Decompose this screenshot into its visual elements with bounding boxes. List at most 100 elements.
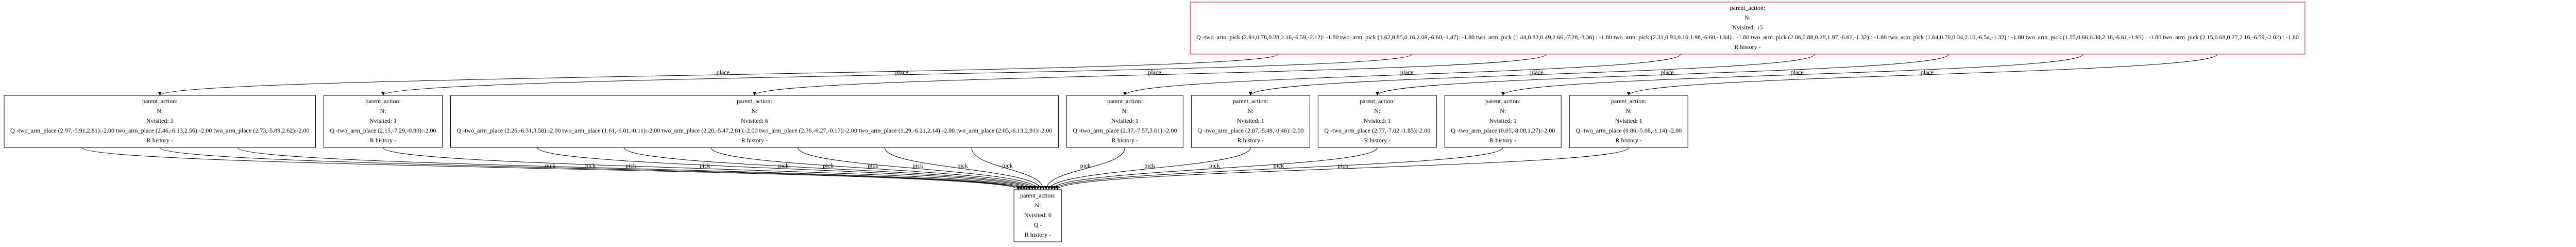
node-text: Nvisited: 6 (741, 117, 768, 124)
edge-label: pick (625, 162, 636, 169)
nodes: parent_action: N: Nvisited: 15 Q -two_arm_p… (4, 2, 2306, 242)
q-values: Q -two_arm_place (2.26,-6.31,3.58):-2.00… (456, 127, 1052, 134)
edge-label: place (1530, 69, 1543, 76)
edge-label: place (1660, 69, 1673, 76)
node-text: R history - (1238, 137, 1264, 144)
edge (158, 54, 1278, 96)
edge (1053, 147, 1503, 190)
node-text: N: (157, 107, 163, 114)
node-text: N: (1625, 107, 1632, 114)
edge (971, 147, 1045, 190)
edge-label: place (895, 69, 908, 76)
edge-label: pick (778, 162, 789, 169)
q-values: Q -two_arm_place (2.15,-7.29,-0.90):-2.0… (330, 127, 436, 134)
edge-label: pick (700, 162, 710, 169)
edge (537, 147, 1031, 190)
node-box (1317, 95, 1437, 148)
edge (383, 147, 1029, 190)
edge (753, 54, 1547, 96)
node-text: Nvisited: 1 (1615, 117, 1642, 124)
edge-label: pick (1274, 162, 1284, 169)
node-box (1013, 189, 1062, 242)
node: parent_action: N: Nvisited: 1 Q -two_arm_pl… (1191, 95, 1310, 148)
edge (1123, 54, 1681, 96)
edge-label: pick (545, 162, 556, 169)
node-text: R history - (1734, 43, 1760, 51)
edge-label: place (717, 69, 730, 76)
edge-label: pick (585, 162, 596, 169)
edge-label: place (1921, 69, 1934, 76)
node-text: parent_action: (1233, 97, 1268, 105)
node: parent_action: N: Nvisited: 3 Q -two_arm_pl… (4, 95, 316, 148)
node-text: R history - (370, 137, 396, 144)
node-box (324, 95, 443, 148)
node-box (1191, 95, 1310, 148)
node-text: parent_action: (1611, 97, 1647, 105)
edge (1375, 54, 1950, 96)
node: parent_action: N: Nvisited: 1 Q -two_arm_pl… (324, 95, 443, 148)
node: parent_action: N: Nvisited: 15 Q -two_arm_p… (1190, 2, 2306, 55)
node: parent_action: N: Nvisited: 1 Q -two_arm_pl… (1444, 95, 1562, 148)
node-text: parent_action: (1107, 97, 1143, 105)
q-values: Q -two_arm_place (2.87,-5.49,-0.46):-2.0… (1197, 127, 1303, 134)
node-text: Nvisited: 15 (1733, 24, 1763, 31)
edge-label: place (1400, 69, 1413, 76)
node-text: N: (1122, 107, 1128, 114)
node-text: R history - (1616, 137, 1642, 144)
node-text: N: (751, 107, 757, 114)
node-text: N: (380, 107, 386, 114)
edge (798, 147, 1040, 190)
node: parent_action: N: Nvisited: 0 Q - R history … (1013, 189, 1062, 242)
node: parent_action: N: Nvisited: 1 Q -two_arm_pl… (1066, 95, 1183, 148)
edge-label: pick (1002, 162, 1013, 169)
q-values: Q -two_arm_place (0.05,-8.08,1.27):-2.00 (1451, 127, 1555, 134)
edge (1626, 54, 2218, 96)
edge-label: pick (1080, 162, 1091, 169)
q-values: Q -two_arm_place (2.77,-7.02,-1.85):-2.0… (1324, 127, 1430, 134)
node-text: N: (1247, 107, 1253, 114)
node-text: N: (1500, 107, 1506, 114)
edge-label: pick (957, 162, 968, 169)
edge-label: pick (1337, 162, 1348, 169)
node-text: Nvisited: 0 (1024, 211, 1052, 219)
edge (624, 147, 1035, 190)
edge-label: place (1148, 69, 1161, 76)
node-text: N: (1744, 14, 1751, 21)
edge (1049, 147, 1378, 190)
q-values: Q - (1034, 221, 1042, 228)
node-text: R history - (1112, 137, 1138, 144)
edge (1044, 147, 1125, 190)
node-text: Nvisited: 3 (146, 117, 174, 124)
node-text: parent_action: (1730, 4, 1766, 11)
edge-label: pick (912, 162, 923, 169)
node-text: parent_action: (1020, 192, 1056, 199)
node-text: parent_action: (365, 97, 401, 105)
node-box (4, 95, 316, 148)
node-text: N: (1035, 202, 1041, 209)
node-text: parent_action: (1485, 97, 1521, 105)
node-text: Nvisited: 1 (1489, 117, 1517, 124)
edge (381, 54, 1413, 96)
node-text: Nvisited: 1 (1237, 117, 1264, 124)
edge (1047, 147, 1251, 190)
node-box (1569, 95, 1688, 148)
edge (1501, 54, 2083, 96)
edge (81, 147, 1020, 190)
node-text: R history - (1025, 231, 1051, 238)
q-values: Q -two_arm_place (0.86,-5.08,-1.14):-2.0… (1575, 127, 1682, 134)
node-box (450, 95, 1059, 148)
node-box (1066, 95, 1183, 148)
node-text: parent_action: (142, 97, 178, 105)
node-text: R history - (741, 137, 768, 144)
edge-label: place (1791, 69, 1804, 76)
edges: place place place place place place place place… (81, 54, 2218, 190)
edge (237, 147, 1026, 190)
edge-label: pick (1144, 162, 1155, 169)
node-text: R history - (1364, 137, 1391, 144)
edge (1249, 54, 1815, 96)
edge-label: pick (1209, 162, 1220, 169)
node-text: Nvisited: 1 (1111, 117, 1139, 124)
node-text: Nvisited: 1 (1364, 117, 1391, 124)
edge (884, 147, 1043, 190)
